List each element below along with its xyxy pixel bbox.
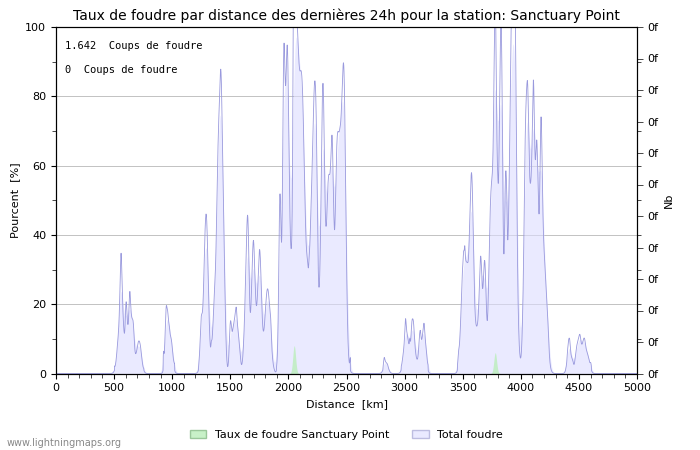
Y-axis label: Pourcent  [%]: Pourcent [%]	[10, 162, 20, 238]
Title: Taux de foudre par distance des dernières 24h pour la station: Sanctuary Point: Taux de foudre par distance des dernière…	[73, 9, 620, 23]
Text: 0  Coups de foudre: 0 Coups de foudre	[64, 65, 177, 75]
X-axis label: Distance  [km]: Distance [km]	[305, 399, 388, 409]
Text: www.lightningmaps.org: www.lightningmaps.org	[7, 438, 122, 448]
Legend: Taux de foudre Sanctuary Point, Total foudre: Taux de foudre Sanctuary Point, Total fo…	[186, 425, 508, 444]
Y-axis label: Nb: Nb	[664, 193, 674, 208]
Text: 1.642  Coups de foudre: 1.642 Coups de foudre	[64, 41, 202, 51]
